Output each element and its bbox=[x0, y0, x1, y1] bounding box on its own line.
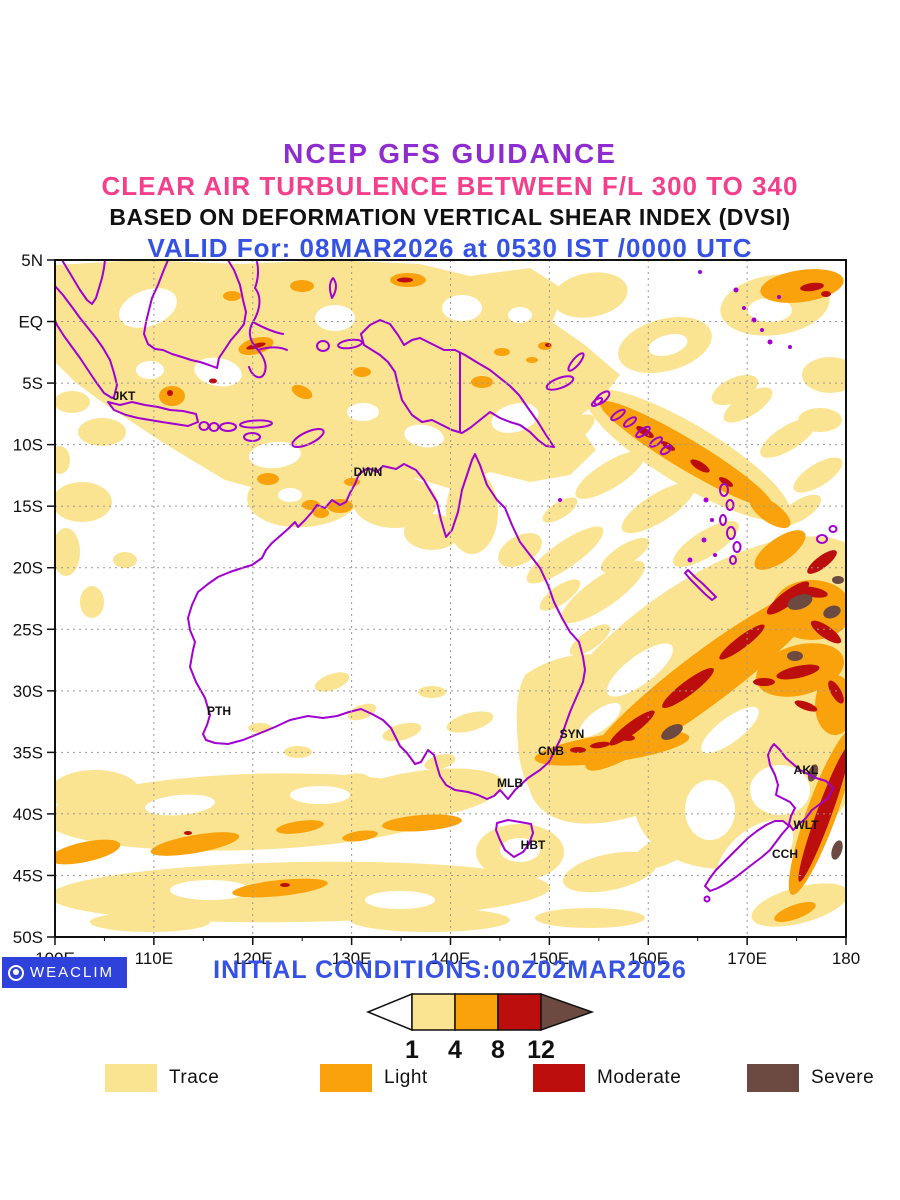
city-label-akl: AKL bbox=[794, 763, 819, 777]
legend-label: Moderate bbox=[597, 1067, 682, 1088]
map-axes: 100E110E120E130E140E150E160E170E1805NEQ5… bbox=[13, 251, 860, 968]
lat-tick-label: 50S bbox=[13, 928, 43, 947]
coast-sumbawa bbox=[219, 422, 237, 432]
coast-fiji bbox=[816, 534, 828, 544]
lon-tick-label: 140E bbox=[431, 949, 471, 968]
lon-tick-label: 120E bbox=[233, 949, 273, 968]
coastlines bbox=[55, 260, 838, 903]
coast-malay bbox=[61, 260, 106, 305]
lat-tick-label: 35S bbox=[13, 743, 43, 762]
coast-tasmania bbox=[495, 819, 534, 858]
page-title: NCEP GFS GUIDANCE bbox=[283, 138, 617, 169]
coast-stewart-island bbox=[703, 895, 711, 903]
legend: Trace Light Moderate Severe bbox=[0, 1064, 900, 1104]
gridlines bbox=[55, 260, 846, 937]
legend-label: Trace bbox=[169, 1067, 220, 1088]
colorbar: 1 4 8 12 bbox=[366, 992, 595, 1064]
city-label-dwn: DWN bbox=[354, 465, 383, 479]
city-label-mlb: MLB bbox=[497, 776, 523, 790]
coast-halmahera bbox=[328, 277, 337, 299]
turbulence-shading bbox=[55, 260, 846, 937]
coast-timor bbox=[291, 427, 325, 449]
coast-sulawesi bbox=[248, 261, 288, 379]
lat-tick-label: 5S bbox=[22, 374, 43, 393]
lat-tick-label: 20S bbox=[13, 559, 43, 578]
initial-conditions: INITIAL CONDITIONS:00Z02MAR2026 bbox=[213, 956, 687, 984]
subtitle-method: BASED ON DEFORMATION VERTICAL SHEAR INDE… bbox=[109, 204, 791, 230]
legend-label: Light bbox=[384, 1067, 428, 1088]
coast-nz-north bbox=[767, 743, 834, 831]
lon-tick-label: 160E bbox=[628, 949, 668, 968]
city-label-cnb: CNB bbox=[538, 744, 564, 758]
legend-swatch bbox=[533, 1064, 585, 1092]
coast-new-guinea bbox=[360, 319, 555, 448]
coast-borneo bbox=[143, 260, 247, 369]
coast-nz-south bbox=[704, 820, 790, 892]
lat-tick-label: 25S bbox=[13, 620, 43, 639]
legend-item-severe: Severe bbox=[747, 1064, 874, 1092]
legend-item-light: Light bbox=[320, 1064, 428, 1092]
city-label-wlt: WLT bbox=[793, 818, 819, 832]
lat-tick-label: 40S bbox=[13, 805, 43, 824]
colorbar-value: 12 bbox=[527, 1036, 555, 1064]
colorbar-value: 8 bbox=[491, 1036, 505, 1064]
lon-tick-label: 170E bbox=[727, 949, 767, 968]
city-label-pth: PTH bbox=[207, 704, 231, 718]
coast-new-ireland bbox=[567, 352, 585, 372]
colorbar-right-arrow bbox=[540, 992, 595, 1032]
colorbar-value: 1 bbox=[405, 1036, 419, 1064]
lon-tick-label: 110E bbox=[135, 949, 173, 968]
coast-lombok bbox=[208, 422, 220, 432]
coast-new-britain bbox=[545, 375, 575, 391]
clear-areas bbox=[119, 288, 810, 909]
legend-label: Severe bbox=[811, 1067, 875, 1088]
legend-swatch bbox=[105, 1064, 157, 1092]
city-label-cch: CCH bbox=[772, 847, 798, 861]
weaclim-logo-icon bbox=[8, 964, 24, 981]
brand-badge: WEACLIM bbox=[2, 957, 127, 988]
coast-buru bbox=[316, 340, 330, 352]
island-specks bbox=[558, 270, 792, 563]
lat-tick-label: 30S bbox=[13, 682, 43, 701]
coast-australia bbox=[187, 453, 586, 800]
lat-tick-label: 15S bbox=[13, 497, 43, 516]
lon-tick-label: 130E bbox=[332, 949, 372, 968]
lat-tick-label: 5N bbox=[21, 251, 43, 270]
lon-tick-label: 150E bbox=[530, 949, 570, 968]
brand-name: WEACLIM bbox=[30, 964, 115, 981]
colorbar-left-arrow bbox=[366, 992, 413, 1032]
colorbar-cell-moderate bbox=[497, 993, 542, 1031]
coast-bali bbox=[198, 421, 210, 431]
valid-time: VALID For: 08MAR2026 at 0530 IST /0000 U… bbox=[147, 233, 753, 263]
colorbar-cell-light bbox=[454, 993, 499, 1031]
legend-swatch bbox=[320, 1064, 372, 1092]
coast-flores bbox=[239, 419, 273, 429]
lon-tick-label: 180 bbox=[832, 949, 860, 968]
colorbar-cell-trace bbox=[411, 993, 456, 1031]
city-label-jkt: JKT bbox=[113, 389, 136, 403]
subtitle-turbulence: CLEAR AIR TURBULENCE BETWEEN F/L 300 TO … bbox=[101, 171, 799, 201]
legend-swatch bbox=[747, 1064, 799, 1092]
coast-sumatra bbox=[55, 285, 118, 399]
legend-item-moderate: Moderate bbox=[533, 1064, 681, 1092]
coast-bougainville bbox=[593, 390, 611, 406]
coast-sumba bbox=[243, 432, 261, 442]
lat-tick-label: 10S bbox=[13, 436, 43, 455]
lat-tick-label: 45S bbox=[13, 866, 43, 885]
city-labels: JKT DWN PTH SYN CNB MLB HBT AKL WLT CCH bbox=[113, 389, 820, 861]
lat-tick-label: EQ bbox=[18, 313, 43, 332]
city-label-syn: SYN bbox=[560, 727, 585, 741]
severe-areas bbox=[661, 576, 844, 860]
coast-seram bbox=[337, 338, 363, 350]
legend-item-trace: Trace bbox=[105, 1064, 219, 1092]
coast-new-caledonia bbox=[684, 569, 717, 601]
coast-java bbox=[107, 401, 199, 427]
colorbar-value: 4 bbox=[448, 1036, 462, 1064]
city-label-hbt: HBT bbox=[521, 838, 546, 852]
